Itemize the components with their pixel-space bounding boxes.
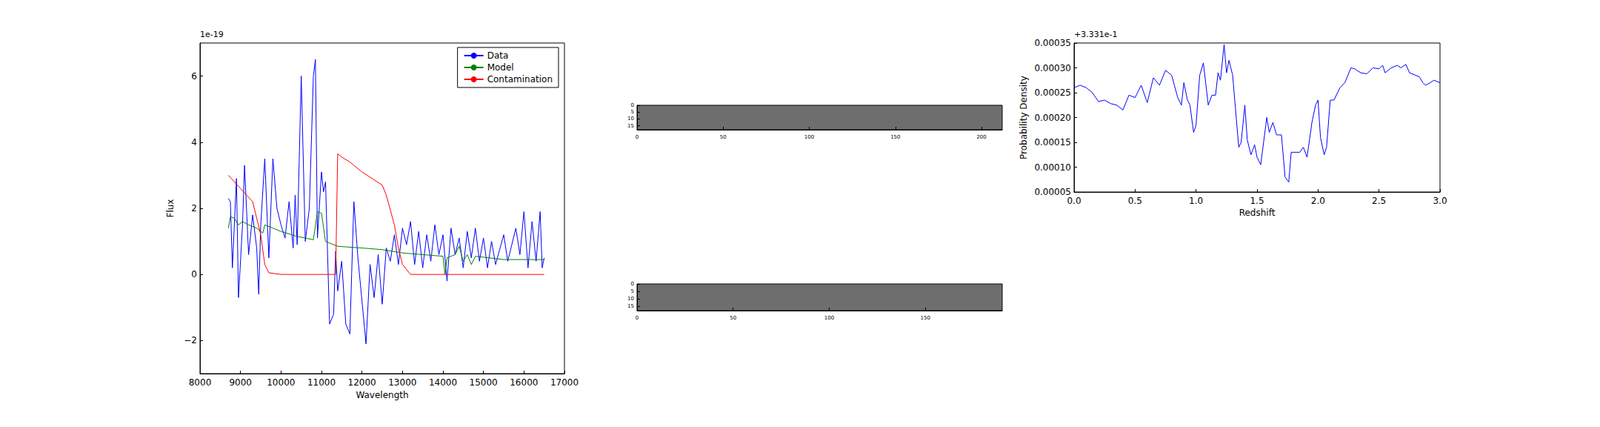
svg-text:50: 50 (720, 134, 727, 140)
svg-text:16000: 16000 (509, 377, 538, 388)
svg-text:0: 0 (635, 134, 639, 140)
svg-text:50: 50 (729, 314, 737, 321)
svg-text:15: 15 (627, 302, 635, 309)
svg-text:14000: 14000 (428, 377, 458, 388)
svg-text:Contamination: Contamination (487, 74, 553, 85)
svg-text:2: 2 (191, 202, 198, 214)
svg-text:0: 0 (635, 314, 639, 321)
svg-text:11000: 11000 (307, 377, 336, 388)
svg-text:3.0: 3.0 (1432, 195, 1447, 206)
svg-text:Probability Density: Probability Density (1018, 75, 1029, 160)
svg-text:12000: 12000 (348, 377, 377, 388)
svg-text:1.5: 1.5 (1249, 195, 1264, 206)
svg-text:0.00030: 0.00030 (1034, 62, 1072, 74)
svg-text:Model: Model (487, 62, 515, 73)
svg-text:0.00020: 0.00020 (1034, 112, 1072, 123)
svg-text:150: 150 (920, 314, 931, 321)
svg-text:15: 15 (627, 122, 635, 129)
svg-text:0.00015: 0.00015 (1034, 137, 1072, 148)
svg-text:0: 0 (631, 102, 635, 109)
svg-text:10: 10 (627, 295, 635, 302)
svg-text:0.5: 0.5 (1128, 195, 1143, 206)
svg-text:15000: 15000 (469, 377, 498, 388)
svg-text:10: 10 (627, 115, 635, 122)
svg-text:Wavelength: Wavelength (355, 389, 409, 400)
svg-text:13000: 13000 (388, 377, 417, 388)
svg-text:8000: 8000 (188, 377, 212, 388)
svg-text:2.5: 2.5 (1371, 195, 1386, 206)
svg-text:Flux: Flux (165, 199, 176, 218)
svg-text:0.00010: 0.00010 (1034, 162, 1072, 173)
svg-text:Redshift: Redshift (1239, 207, 1276, 218)
svg-text:1.0: 1.0 (1188, 195, 1203, 206)
svg-text:9000: 9000 (228, 377, 252, 388)
svg-text:100: 100 (804, 134, 815, 140)
svg-text:150: 150 (890, 134, 900, 140)
svg-text:0.00025: 0.00025 (1034, 87, 1072, 98)
svg-text:0.0: 0.0 (1066, 195, 1081, 206)
svg-text:6: 6 (191, 71, 198, 82)
svg-text:2.0: 2.0 (1311, 195, 1326, 206)
svg-text:0.00035: 0.00035 (1034, 37, 1072, 49)
svg-text:5: 5 (631, 108, 635, 115)
svg-text:+3.331e-1: +3.331e-1 (1074, 29, 1118, 40)
svg-text:0: 0 (191, 268, 198, 280)
svg-text:100: 100 (824, 314, 835, 321)
svg-text:4: 4 (191, 137, 198, 148)
svg-text:5: 5 (631, 288, 635, 295)
svg-text:0: 0 (631, 280, 635, 287)
svg-text:10000: 10000 (266, 377, 295, 388)
svg-text:0.00005: 0.00005 (1034, 186, 1072, 198)
svg-text:200: 200 (976, 134, 986, 140)
svg-text:1e-19: 1e-19 (200, 29, 224, 40)
svg-text:Data: Data (487, 50, 509, 61)
svg-text:17000: 17000 (550, 377, 579, 388)
svg-text:−2: −2 (183, 334, 198, 346)
